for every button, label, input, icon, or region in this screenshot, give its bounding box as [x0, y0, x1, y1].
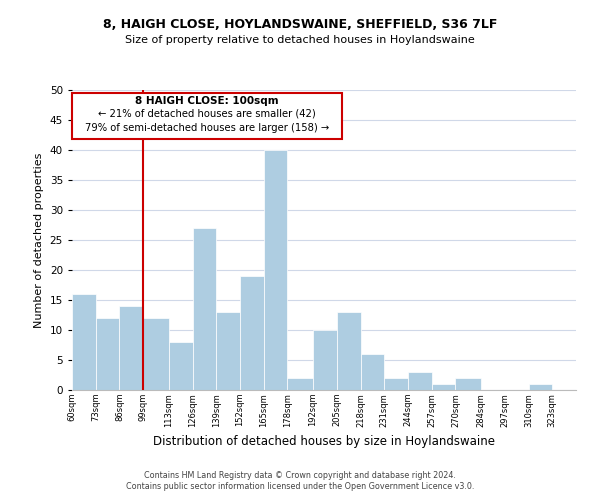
- Bar: [337, 312, 361, 390]
- X-axis label: Distribution of detached houses by size in Hoylandswaine: Distribution of detached houses by size …: [153, 435, 495, 448]
- Bar: [169, 342, 193, 390]
- Bar: [455, 378, 481, 390]
- Bar: [529, 384, 552, 390]
- Bar: [287, 378, 313, 390]
- Bar: [264, 150, 287, 390]
- Bar: [240, 276, 264, 390]
- Text: 79% of semi-detached houses are larger (158) →: 79% of semi-detached houses are larger (…: [85, 124, 329, 134]
- Bar: [361, 354, 384, 390]
- Text: 8, HAIGH CLOSE, HOYLANDSWAINE, SHEFFIELD, S36 7LF: 8, HAIGH CLOSE, HOYLANDSWAINE, SHEFFIELD…: [103, 18, 497, 30]
- Bar: [384, 378, 408, 390]
- Text: Contains HM Land Registry data © Crown copyright and database right 2024.: Contains HM Land Registry data © Crown c…: [144, 471, 456, 480]
- Bar: [72, 294, 96, 390]
- Text: ← 21% of detached houses are smaller (42): ← 21% of detached houses are smaller (42…: [98, 109, 316, 119]
- Bar: [432, 384, 455, 390]
- Text: Contains public sector information licensed under the Open Government Licence v3: Contains public sector information licen…: [126, 482, 474, 491]
- Bar: [313, 330, 337, 390]
- Bar: [96, 318, 119, 390]
- Bar: [193, 228, 216, 390]
- Y-axis label: Number of detached properties: Number of detached properties: [34, 152, 44, 328]
- Text: 8 HAIGH CLOSE: 100sqm: 8 HAIGH CLOSE: 100sqm: [136, 96, 279, 106]
- Text: Size of property relative to detached houses in Hoylandswaine: Size of property relative to detached ho…: [125, 35, 475, 45]
- FancyBboxPatch shape: [72, 93, 342, 139]
- Bar: [143, 318, 169, 390]
- Bar: [408, 372, 432, 390]
- Bar: [216, 312, 240, 390]
- Bar: [119, 306, 143, 390]
